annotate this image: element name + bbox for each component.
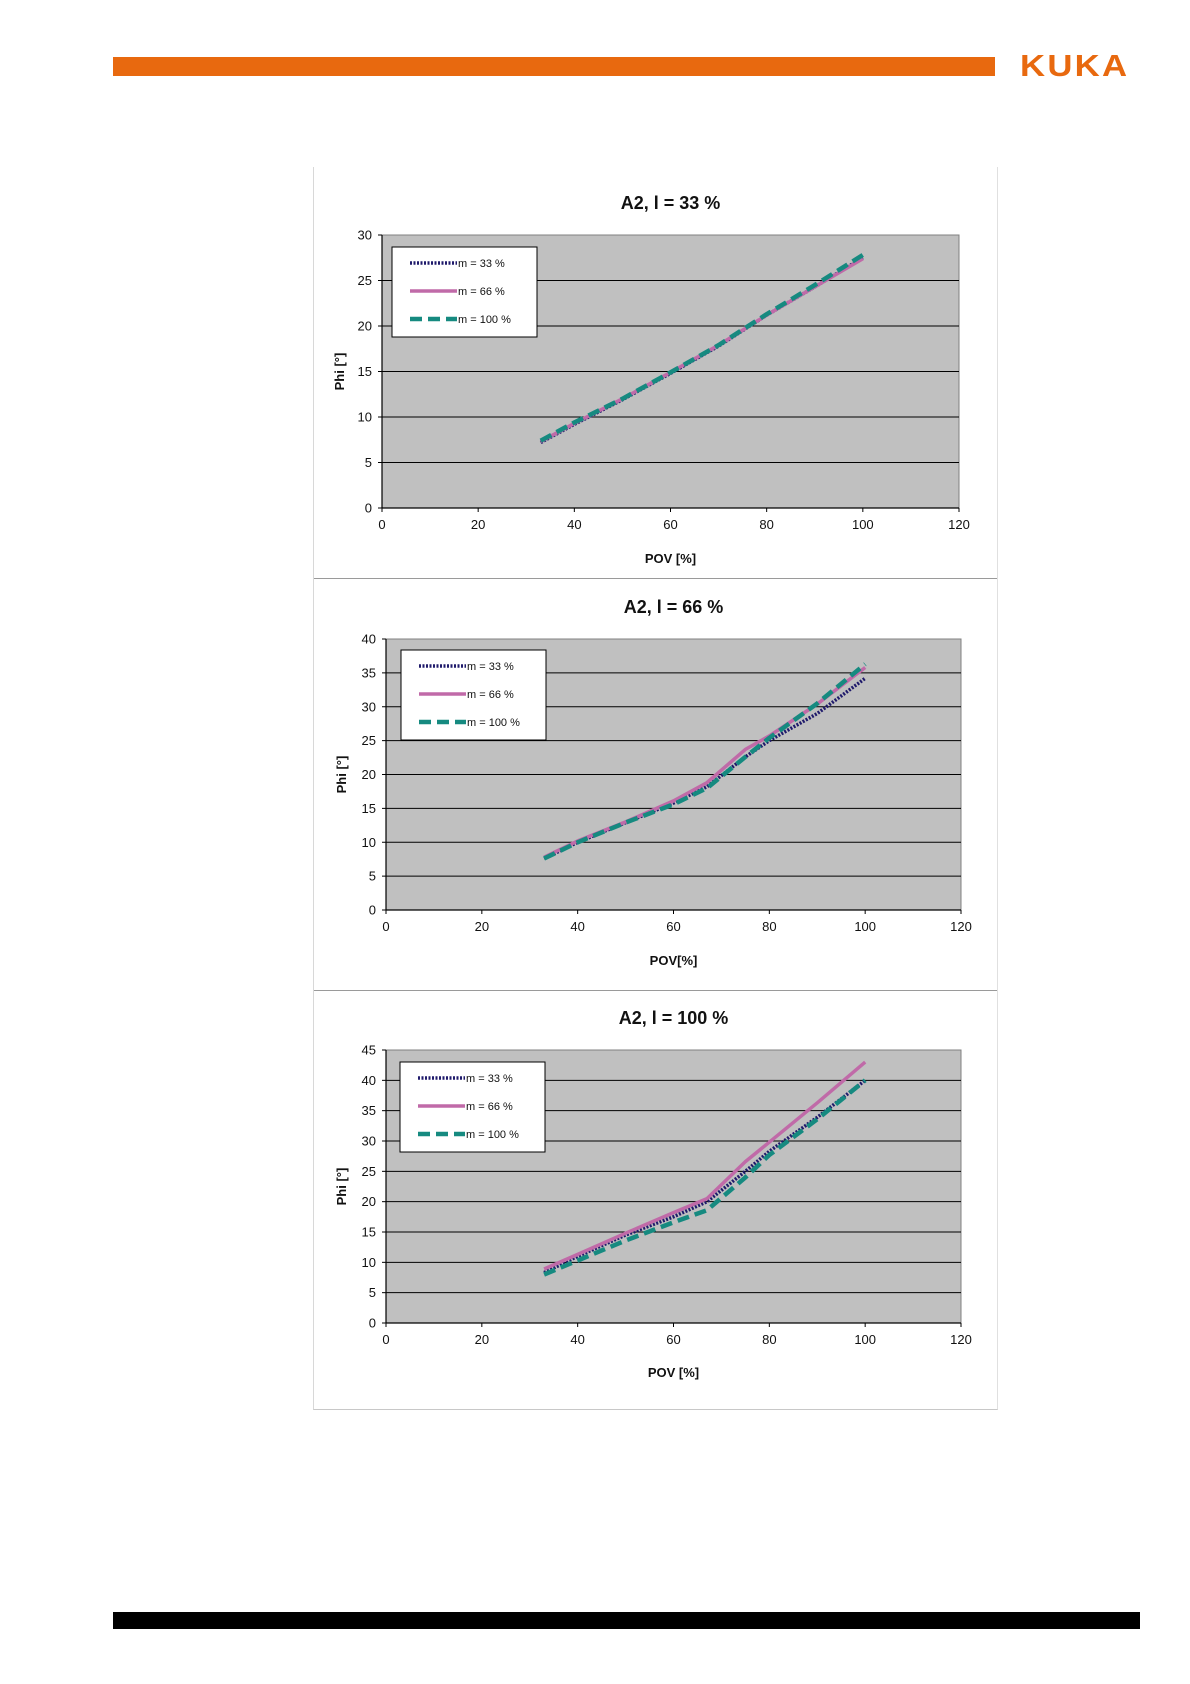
y-tick-label: 20	[362, 767, 376, 782]
footer-bar	[113, 1612, 1140, 1629]
legend: m = 33 % m = 66 % m = 100 %	[391, 246, 538, 338]
y-tick-label: 20	[362, 1194, 376, 1209]
legend-label: m = 33 %	[467, 661, 514, 673]
legend-label: m = 100 %	[458, 314, 511, 326]
y-tick-label: 10	[362, 835, 376, 850]
chart-panel-2: A2, l = 66 % 0 5 10 15 20 25 30 35 40 0 20 40 60 80 100…	[314, 578, 997, 991]
y-tick-label: 40	[362, 632, 376, 647]
x-tick-label: 120	[950, 1332, 972, 1347]
legend: m = 33 % m = 66 % m = 100 %	[399, 1061, 546, 1153]
x-tick-label: 40	[570, 1332, 584, 1347]
series-line	[543, 1060, 867, 1271]
y-tick-label: 25	[362, 1164, 376, 1179]
y-axis-label: Phi [°]	[332, 353, 347, 391]
legend: m = 33 % m = 66 % m = 100 %	[400, 649, 547, 741]
legend-label: m = 33 %	[458, 258, 505, 270]
y-tick-label: 0	[369, 1316, 376, 1331]
x-tick-label: 20	[475, 1332, 489, 1347]
y-tick-label: 25	[358, 273, 372, 288]
y-tick-label: 10	[362, 1255, 376, 1270]
y-tick-label: 10	[358, 410, 372, 425]
y-axis-label: Phi [°]	[334, 1168, 349, 1206]
y-tick-label: 5	[365, 455, 372, 470]
chart-title: A2, l = 33 %	[621, 193, 721, 213]
x-tick-label: 120	[950, 919, 972, 934]
x-tick-label: 100	[852, 517, 874, 532]
x-tick-label: 20	[471, 517, 485, 532]
y-tick-label: 0	[365, 501, 372, 516]
x-tick-label: 100	[854, 1332, 876, 1347]
legend-label: m = 66 %	[466, 1101, 513, 1113]
x-axis-label: POV [%]	[645, 551, 696, 566]
y-tick-label: 25	[362, 733, 376, 748]
y-tick-label: 0	[369, 903, 376, 918]
header-accent-bar	[113, 57, 995, 76]
series-line	[539, 253, 864, 443]
x-axis-label: POV [%]	[648, 1365, 699, 1380]
x-tick-label: 0	[378, 517, 385, 532]
series-line	[543, 662, 867, 861]
x-tick-label: 40	[570, 919, 584, 934]
x-tick-label: 80	[762, 919, 776, 934]
y-tick-label: 20	[358, 319, 372, 334]
y-tick-label: 40	[362, 1073, 376, 1088]
x-tick-label: 80	[759, 517, 773, 532]
y-tick-label: 15	[362, 1225, 376, 1240]
x-tick-label: 60	[666, 919, 680, 934]
legend-label: m = 100 %	[467, 717, 520, 729]
x-axis-label: POV[%]	[650, 953, 698, 968]
x-tick-label: 0	[382, 1332, 389, 1347]
y-tick-label: 30	[362, 1134, 376, 1149]
y-tick-label: 45	[362, 1043, 376, 1058]
y-tick-label: 15	[358, 364, 372, 379]
y-tick-label: 30	[362, 699, 376, 714]
x-tick-label: 60	[666, 1332, 680, 1347]
chart-panel-1: A2, l = 33 % 0 5 10 15 20 25 30 0 20 40 60 80 100 120 P…	[314, 167, 997, 578]
y-tick-label: 35	[362, 665, 376, 680]
y-tick-label: 30	[358, 228, 372, 243]
legend-label: m = 33 %	[466, 1073, 513, 1085]
x-tick-label: 0	[382, 919, 389, 934]
x-tick-label: 120	[948, 517, 970, 532]
y-tick-label: 5	[369, 869, 376, 884]
figure-frame: A2, l = 33 % 0 5 10 15 20 25 30 0 20 40 60 80 100 120 P…	[313, 167, 998, 1410]
legend-label: m = 100 %	[466, 1129, 519, 1141]
x-tick-label: 100	[854, 919, 876, 934]
x-tick-label: 20	[475, 919, 489, 934]
chart-l100: A2, l = 100 % 0 5 10 15 20 25 30 35 40 45 0 20 40 60 80…	[334, 1008, 972, 1380]
legend-label: m = 66 %	[458, 286, 505, 298]
x-tick-label: 60	[663, 517, 677, 532]
y-axis-label: Phi [°]	[334, 756, 349, 794]
chart-l66: A2, l = 66 % 0 5 10 15 20 25 30 35 40 0 20 40 60 80 100…	[334, 597, 972, 968]
series-line	[543, 1078, 867, 1277]
kuka-logo: KUKA	[1020, 48, 1130, 83]
legend-label: m = 66 %	[467, 689, 514, 701]
y-tick-label: 15	[362, 801, 376, 816]
chart-title: A2, l = 100 %	[619, 1008, 729, 1028]
chart-title: A2, l = 66 %	[624, 597, 724, 617]
y-tick-label: 5	[369, 1285, 376, 1300]
chart-l33: A2, l = 33 % 0 5 10 15 20 25 30 0 20 40 60 80 100 120 P…	[332, 193, 970, 566]
x-tick-label: 40	[567, 517, 581, 532]
series-line	[543, 676, 867, 861]
chart-panel-3: A2, l = 100 % 0 5 10 15 20 25 30 35 40 45 0 20 40 60 80…	[314, 990, 997, 1410]
y-tick-label: 35	[362, 1103, 376, 1118]
x-tick-label: 80	[762, 1332, 776, 1347]
